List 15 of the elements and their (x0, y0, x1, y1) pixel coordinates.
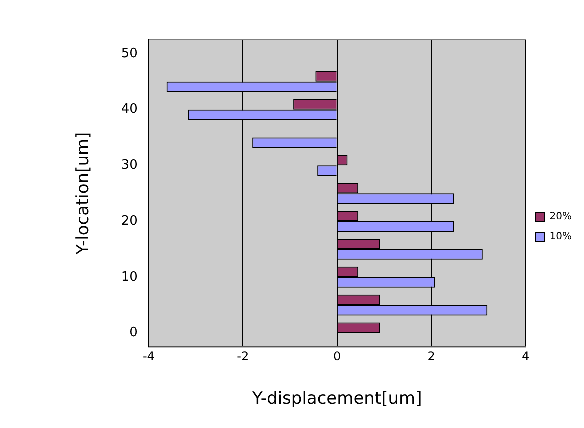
x-axis-title: Y-displacement[um] (252, 389, 422, 410)
y-tick-label: 20 (121, 214, 138, 229)
y-tick-label: 50 (121, 46, 138, 62)
x-tick-label: -2 (237, 350, 250, 364)
legend-label: 10% (550, 232, 572, 243)
x-tick-label: 4 (522, 350, 530, 364)
y-tick-label: 40 (121, 102, 138, 118)
y-tick-label: 30 (121, 158, 138, 174)
x-tick-label: -4 (142, 350, 155, 364)
y-tick-label: 10 (121, 270, 138, 285)
y-axis-title: Y-location[um] (74, 132, 94, 256)
y-tick-label: 0 (130, 326, 138, 341)
x-tick-label: 2 (428, 350, 436, 364)
x-tick-label: 0 (334, 350, 342, 364)
legend-label: 20% (550, 212, 572, 223)
